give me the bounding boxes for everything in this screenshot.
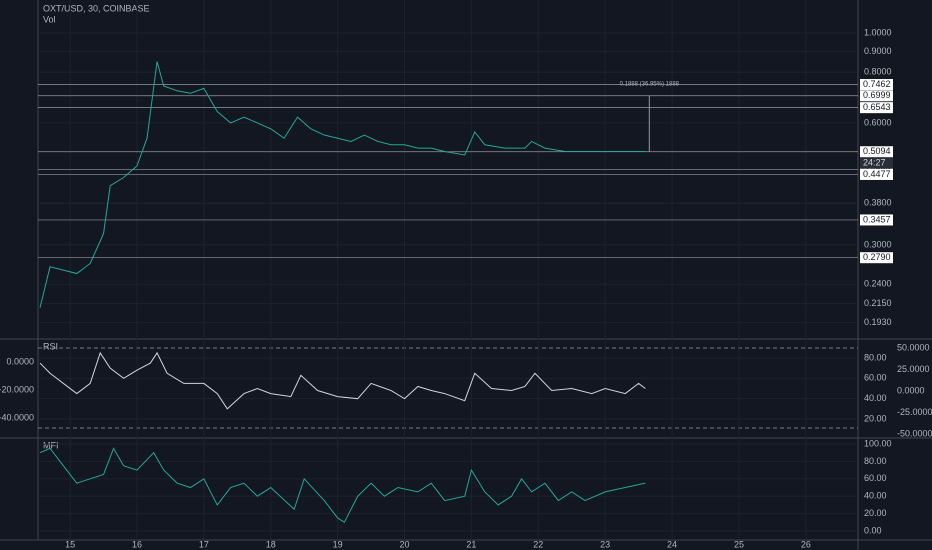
y-tick-label: 60.00: [864, 473, 887, 483]
y-tick-label: 1.0000: [864, 27, 892, 37]
y-tick-label: 20.00: [864, 413, 887, 423]
y-tick-label: 80.00: [864, 352, 887, 362]
y-tick-label: 20.00: [864, 508, 887, 518]
left-tick-label: 0.0000: [6, 356, 34, 366]
measure-label: 0.1888 (36.95%) 1888: [620, 81, 680, 87]
price-label: 0.2790: [863, 252, 891, 262]
y-tick-label: 0.2400: [864, 279, 892, 289]
x-tick-label: 17: [199, 539, 209, 549]
x-tick-label: 19: [333, 539, 343, 549]
left-tick-label: -40.0000: [0, 412, 34, 422]
price-label-box: [860, 252, 893, 264]
price-label-box: [860, 90, 893, 102]
x-tick-label: 23: [600, 539, 610, 549]
chart-title: OXT/USD, 30, COINBASE: [43, 3, 150, 13]
y-tick-label: 0.00: [864, 525, 882, 535]
series-line: [39, 447, 646, 524]
series-line: [39, 61, 646, 308]
y-tick-label: 0.3000: [864, 239, 892, 249]
series-line: [39, 351, 646, 410]
x-tick-label: 22: [533, 539, 543, 549]
y-tick-label: 40.00: [864, 393, 887, 403]
price-label: 0.3457: [863, 214, 891, 224]
x-tick-label: 18: [266, 539, 276, 549]
price-label-box: [860, 146, 893, 158]
y-tick-label: 0.9000: [864, 46, 892, 56]
y-tick-label: 60.00: [864, 373, 887, 383]
y-tick-label: 0.8000: [864, 67, 892, 77]
price-label-box: [860, 79, 893, 91]
far-right-tick-label: -25.0000: [897, 407, 932, 417]
countdown: 24:27: [863, 158, 886, 168]
y-tick-label: 80.00: [864, 456, 887, 466]
left-tick-label: -20.0000: [0, 384, 34, 394]
price-label: 0.7462: [863, 79, 891, 89]
y-tick-label: 40.00: [864, 491, 887, 501]
price-label: 0.6999: [863, 90, 891, 100]
price-label-box: [860, 102, 893, 114]
mfi-label: MFI: [43, 440, 59, 450]
price-label-box: [860, 168, 893, 180]
far-right-tick-label: 25.0000: [897, 364, 930, 374]
x-tick-label: 16: [132, 539, 142, 549]
x-tick-label: 26: [801, 539, 811, 549]
far-right-tick-label: -50.0000: [897, 428, 932, 438]
y-tick-label: 100.00: [864, 438, 892, 448]
far-right-tick-label: 0.0000: [897, 385, 925, 395]
y-tick-label: 0.6000: [864, 117, 892, 127]
price-label-box: [860, 214, 893, 226]
x-tick-label: 25: [734, 539, 744, 549]
volume-label: Vol: [43, 14, 56, 24]
far-right-tick-label: 50.0000: [897, 342, 930, 352]
y-tick-label: 0.3800: [864, 198, 892, 208]
rsi-label: RSI: [43, 341, 58, 351]
x-tick-label: 20: [400, 539, 410, 549]
y-tick-label: 0.2150: [864, 298, 892, 308]
x-tick-label: 15: [65, 539, 75, 549]
price-label: 0.4477: [863, 169, 891, 179]
price-label: 0.5094: [863, 146, 891, 156]
x-tick-label: 24: [667, 539, 677, 549]
countdown-box: [860, 157, 893, 169]
x-tick-label: 21: [466, 539, 476, 549]
y-tick-label: 0.1930: [864, 317, 892, 327]
price-label: 0.6543: [863, 102, 891, 112]
